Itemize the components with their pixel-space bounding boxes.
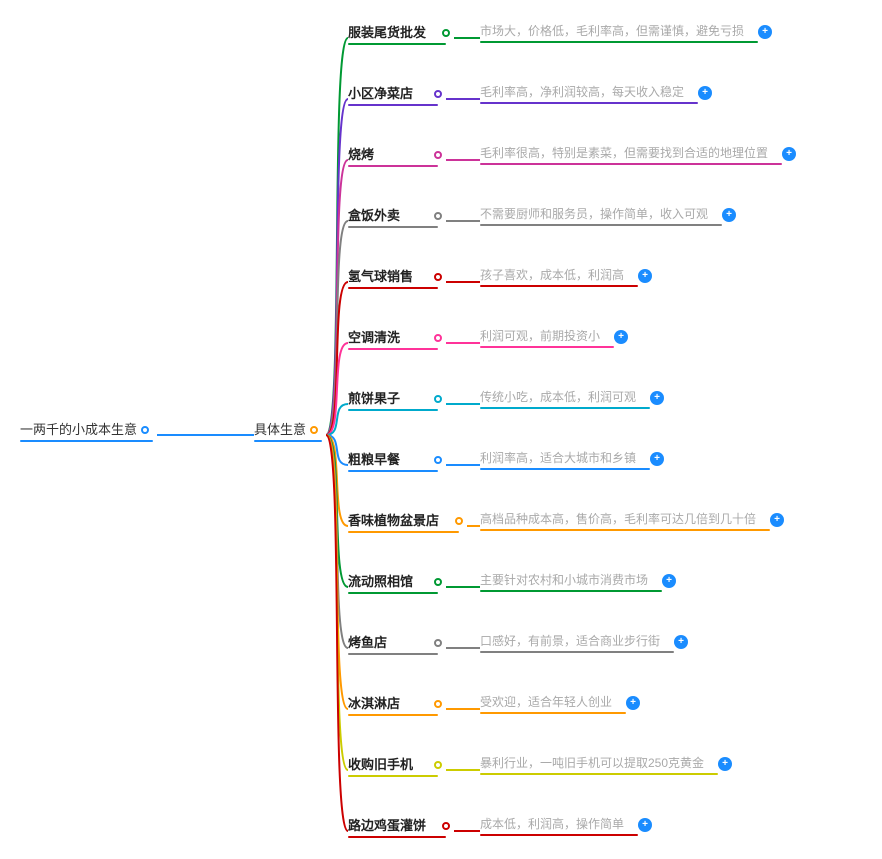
child-label: 烤鱼店 — [348, 632, 387, 653]
root-label: 一两千的小成本生意 — [20, 419, 137, 440]
expand-button[interactable]: + — [638, 818, 652, 832]
detail-node[interactable]: 受欢迎，适合年轻人创业+ — [480, 693, 612, 712]
detail-node[interactable]: 利润可观，前期投资小+ — [480, 327, 600, 346]
detail-label: 毛利率高，净利润较高，每天收入稳定 — [480, 83, 684, 102]
detail-node[interactable]: 市场大，价格低，毛利率高，但需谨慎，避免亏损+ — [480, 22, 744, 41]
child-expand-dot[interactable] — [434, 456, 442, 464]
child-expand-dot[interactable] — [434, 578, 442, 586]
expand-button[interactable]: + — [626, 696, 640, 710]
child-node[interactable]: 流动照相馆 — [348, 571, 413, 592]
child-node[interactable]: 氢气球销售 — [348, 266, 413, 287]
detail-node[interactable]: 高档品种成本高，售价高，毛利率可达几倍到几十倍+ — [480, 510, 756, 529]
child-expand-dot[interactable] — [434, 151, 442, 159]
expand-button[interactable]: + — [650, 452, 664, 466]
child-label: 烧烤 — [348, 144, 374, 165]
detail-node[interactable]: 不需要厨师和服务员，操作简单，收入可观+ — [480, 205, 708, 224]
child-label: 盒饭外卖 — [348, 205, 400, 226]
child-label: 小区净菜店 — [348, 83, 413, 104]
child-node[interactable]: 盒饭外卖 — [348, 205, 400, 226]
expand-button[interactable]: + — [614, 330, 628, 344]
child-node[interactable]: 粗粮早餐 — [348, 449, 400, 470]
child-label: 空调清洗 — [348, 327, 400, 348]
child-expand-dot[interactable] — [455, 517, 463, 525]
child-expand-dot[interactable] — [434, 273, 442, 281]
child-expand-dot[interactable] — [434, 639, 442, 647]
child-expand-dot[interactable] — [434, 212, 442, 220]
detail-label: 成本低，利润高，操作简单 — [480, 815, 624, 834]
center-node[interactable]: 具体生意 — [254, 419, 306, 440]
expand-button[interactable]: + — [770, 513, 784, 527]
detail-node[interactable]: 利润率高，适合大城市和乡镇+ — [480, 449, 636, 468]
detail-label: 利润率高，适合大城市和乡镇 — [480, 449, 636, 468]
detail-node[interactable]: 口感好，有前景，适合商业步行街+ — [480, 632, 660, 651]
detail-node[interactable]: 暴利行业，一吨旧手机可以提取250克黄金+ — [480, 754, 704, 773]
child-label: 收购旧手机 — [348, 754, 413, 775]
child-expand-dot[interactable] — [434, 700, 442, 708]
child-label: 服装尾货批发 — [348, 22, 426, 43]
expand-button[interactable]: + — [674, 635, 688, 649]
child-expand-dot[interactable] — [442, 29, 450, 37]
detail-label: 不需要厨师和服务员，操作简单，收入可观 — [480, 205, 708, 224]
detail-label: 市场大，价格低，毛利率高，但需谨慎，避免亏损 — [480, 22, 744, 41]
child-expand-dot[interactable] — [434, 90, 442, 98]
detail-label: 毛利率很高，特别是素菜，但需要找到合适的地理位置 — [480, 144, 768, 163]
child-node[interactable]: 烤鱼店 — [348, 632, 387, 653]
root-expand-dot[interactable] — [141, 426, 149, 434]
detail-label: 主要针对农村和小城市消费市场 — [480, 571, 648, 590]
expand-button[interactable]: + — [698, 86, 712, 100]
child-node[interactable]: 空调清洗 — [348, 327, 400, 348]
center-expand-dot[interactable] — [310, 426, 318, 434]
detail-label: 传统小吃，成本低，利润可观 — [480, 388, 636, 407]
child-node[interactable]: 冰淇淋店 — [348, 693, 400, 714]
child-label: 流动照相馆 — [348, 571, 413, 592]
expand-button[interactable]: + — [722, 208, 736, 222]
child-node[interactable]: 香味植物盆景店 — [348, 510, 439, 531]
child-node[interactable]: 收购旧手机 — [348, 754, 413, 775]
child-node[interactable]: 烧烤 — [348, 144, 374, 165]
child-label: 冰淇淋店 — [348, 693, 400, 714]
child-node[interactable]: 小区净菜店 — [348, 83, 413, 104]
detail-label: 孩子喜欢，成本低，利润高 — [480, 266, 624, 285]
child-expand-dot[interactable] — [434, 395, 442, 403]
detail-node[interactable]: 毛利率很高，特别是素菜，但需要找到合适的地理位置+ — [480, 144, 768, 163]
detail-label: 高档品种成本高，售价高，毛利率可达几倍到几十倍 — [480, 510, 756, 529]
expand-button[interactable]: + — [718, 757, 732, 771]
detail-node[interactable]: 成本低，利润高，操作简单+ — [480, 815, 624, 834]
child-expand-dot[interactable] — [434, 334, 442, 342]
detail-node[interactable]: 主要针对农村和小城市消费市场+ — [480, 571, 648, 590]
child-label: 氢气球销售 — [348, 266, 413, 287]
child-node[interactable]: 路边鸡蛋灌饼 — [348, 815, 426, 836]
detail-node[interactable]: 毛利率高，净利润较高，每天收入稳定+ — [480, 83, 684, 102]
detail-node[interactable]: 孩子喜欢，成本低，利润高+ — [480, 266, 624, 285]
center-label: 具体生意 — [254, 419, 306, 440]
root-node[interactable]: 一两千的小成本生意 — [20, 419, 137, 440]
child-expand-dot[interactable] — [442, 822, 450, 830]
detail-label: 口感好，有前景，适合商业步行街 — [480, 632, 660, 651]
expand-button[interactable]: + — [662, 574, 676, 588]
child-label: 粗粮早餐 — [348, 449, 400, 470]
detail-label: 暴利行业，一吨旧手机可以提取250克黄金 — [480, 754, 704, 773]
child-label: 香味植物盆景店 — [348, 510, 439, 531]
detail-label: 利润可观，前期投资小 — [480, 327, 600, 346]
child-label: 煎饼果子 — [348, 388, 400, 409]
expand-button[interactable]: + — [638, 269, 652, 283]
child-node[interactable]: 服装尾货批发 — [348, 22, 426, 43]
expand-button[interactable]: + — [650, 391, 664, 405]
detail-label: 受欢迎，适合年轻人创业 — [480, 693, 612, 712]
child-expand-dot[interactable] — [434, 761, 442, 769]
child-label: 路边鸡蛋灌饼 — [348, 815, 426, 836]
expand-button[interactable]: + — [758, 25, 772, 39]
child-node[interactable]: 煎饼果子 — [348, 388, 400, 409]
expand-button[interactable]: + — [782, 147, 796, 161]
detail-node[interactable]: 传统小吃，成本低，利润可观+ — [480, 388, 636, 407]
